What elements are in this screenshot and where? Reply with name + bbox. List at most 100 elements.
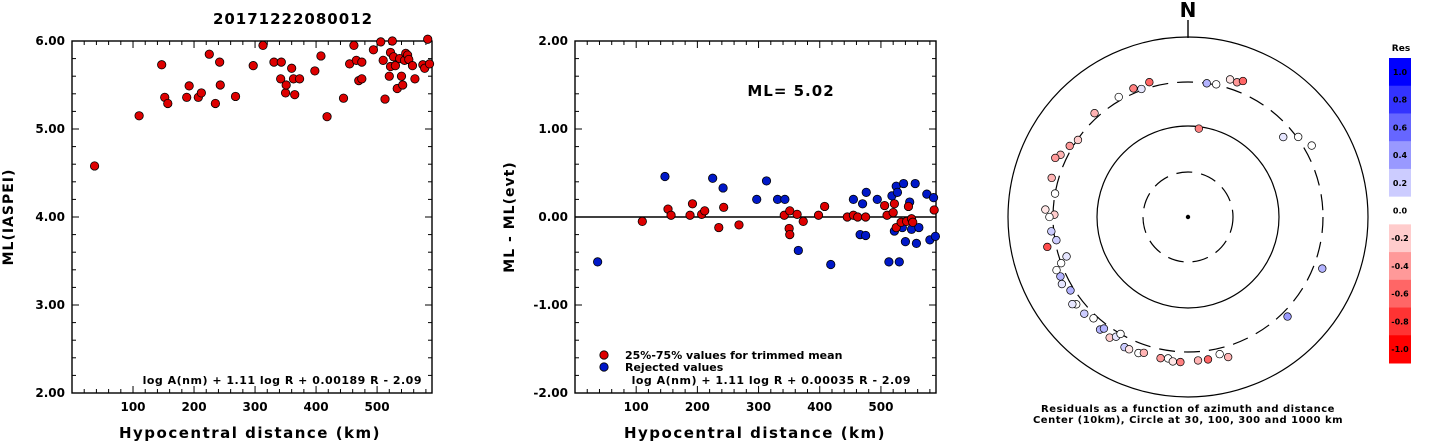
ml-point bbox=[357, 74, 367, 84]
colorbar-cell bbox=[1389, 252, 1411, 281]
panel1-axis-ticks: 100 200 300 400 500 2.00 3.00 4.00 5.00 6.00 bbox=[35, 34, 432, 414]
colorbar-cell bbox=[1389, 85, 1411, 114]
colorbar-cell bbox=[1389, 196, 1411, 225]
panel2-ytick-label: -2.00 bbox=[533, 386, 568, 400]
panel1-ytick-label: 5.00 bbox=[35, 122, 65, 136]
accepted-point bbox=[792, 209, 802, 219]
panel1-ytick-label: 4.00 bbox=[35, 210, 65, 224]
polar-residual-point bbox=[1051, 153, 1060, 163]
polar-residual-point bbox=[1129, 84, 1138, 93]
legend-accepted-marker bbox=[599, 350, 609, 360]
colorbar-labels: 1.0 0.8 0.6 0.4 0.2 0.0 -0.2 -0.4 -0.6 -0.8 -1.0 bbox=[1391, 68, 1409, 354]
polar-residual-point bbox=[1294, 132, 1303, 142]
accepted-point bbox=[880, 200, 890, 211]
rejected-point bbox=[708, 173, 718, 183]
ml-point bbox=[281, 80, 291, 90]
polar-residual-point bbox=[1045, 212, 1054, 222]
polar-residual-point bbox=[1194, 124, 1204, 133]
polar-residual-point bbox=[1238, 76, 1248, 86]
polar-residual-point bbox=[1050, 189, 1060, 198]
panel2-xtick-label: 200 bbox=[685, 400, 710, 414]
ml-point bbox=[258, 40, 268, 51]
colorbar-cell bbox=[1389, 168, 1411, 198]
accepted-point bbox=[687, 199, 698, 209]
polar-caption-line2: Center (10km), Circle at 30, 100, 300 an… bbox=[1033, 415, 1343, 426]
ml-point bbox=[215, 57, 225, 67]
ml-point bbox=[338, 93, 349, 103]
ml-point bbox=[89, 161, 100, 171]
rejected-point bbox=[718, 183, 728, 193]
ring-30km bbox=[1142, 171, 1234, 263]
panel2-xtick-label: 300 bbox=[746, 400, 771, 414]
panel2-ytick-label: 1.00 bbox=[538, 122, 568, 136]
rejected-point bbox=[900, 237, 911, 247]
colorbar-tick-label: 0.4 bbox=[1393, 151, 1408, 160]
colorbar-tick-label: -0.4 bbox=[1391, 262, 1409, 271]
polar-residual-point bbox=[1215, 350, 1224, 359]
ml-point bbox=[390, 61, 400, 71]
colorbar-cell bbox=[1389, 141, 1411, 170]
accepted-point bbox=[903, 201, 914, 212]
ml-point bbox=[322, 112, 332, 122]
figure-title: 20171222080012 bbox=[213, 10, 373, 28]
accepted-point bbox=[785, 230, 795, 240]
polar-residual-point bbox=[1068, 299, 1077, 309]
ml-point bbox=[378, 55, 388, 65]
polar-residual-point bbox=[1052, 236, 1061, 245]
colorbar-cell bbox=[1389, 335, 1411, 364]
ml-point bbox=[276, 57, 286, 67]
panel1-xtick-label: 300 bbox=[243, 400, 268, 414]
accepted-point bbox=[888, 208, 898, 218]
legend-rejected-label: Rejected values bbox=[625, 361, 724, 374]
ml-point bbox=[357, 57, 367, 67]
polar-residual-point bbox=[1047, 227, 1056, 236]
ml-point bbox=[290, 90, 300, 100]
rejected-point bbox=[894, 257, 904, 267]
ml-point bbox=[276, 74, 286, 84]
ml-point bbox=[310, 66, 320, 76]
ml-vs-distance-panel: 100 200 300 400 500 2.00 3.00 4.00 5.00 6.00 ML(I… bbox=[1, 34, 435, 441]
ring-100km bbox=[1096, 125, 1280, 309]
polar-residual-point bbox=[1202, 79, 1211, 88]
panel1-y-label: ML(IASPEI) bbox=[1, 169, 17, 266]
panel1-x-label: Hypocentral distance (km) bbox=[119, 424, 381, 441]
polar-residual-point bbox=[1057, 279, 1067, 289]
colorbar-tick-label: 0.8 bbox=[1393, 96, 1408, 105]
colorbar-tick-label: -0.8 bbox=[1391, 317, 1409, 326]
panel2-y-label: ML - ML(evt) bbox=[502, 161, 518, 272]
rejected-point bbox=[752, 194, 762, 204]
ml-point bbox=[287, 63, 297, 73]
polar-residual-point bbox=[1225, 75, 1235, 84]
polar-residual-point bbox=[1056, 272, 1065, 281]
polar-residual-point bbox=[1041, 205, 1050, 214]
north-label: N bbox=[1180, 0, 1197, 22]
rejected-point bbox=[761, 176, 772, 186]
panel1-xtick-label: 100 bbox=[120, 400, 145, 414]
colorbar-cell bbox=[1389, 224, 1411, 253]
rejected-point bbox=[928, 193, 939, 203]
polar-residual-point bbox=[1139, 348, 1149, 357]
ml-point bbox=[384, 71, 394, 81]
panel2-x-label: Hypocentral distance (km) bbox=[624, 424, 886, 441]
ml-point bbox=[387, 36, 397, 46]
ring-300km bbox=[1052, 81, 1324, 353]
panel1-xtick-label: 500 bbox=[365, 400, 390, 414]
polar-residual-point bbox=[1318, 264, 1327, 273]
panel2-axis-ticks: 100 200 300 400 500 -2.00 -1.00 0.00 1.00 2.00 bbox=[533, 34, 936, 414]
colorbar-tick-label: 0.2 bbox=[1393, 179, 1407, 188]
panel1-ytick-label: 3.00 bbox=[35, 298, 65, 312]
ml-point bbox=[368, 45, 379, 55]
polar-residual-point bbox=[1176, 357, 1185, 367]
ring-1000km bbox=[1007, 36, 1369, 398]
ml-point bbox=[396, 71, 407, 81]
ml-point bbox=[196, 88, 206, 98]
panel2-formula: log A(nm) + 1.11 log R + 0.00035 R - 2.0… bbox=[632, 374, 911, 387]
rejected-point bbox=[857, 199, 868, 209]
accepted-point bbox=[700, 206, 710, 216]
accepted-point bbox=[861, 212, 871, 222]
ml-point bbox=[184, 81, 194, 91]
accepted-point bbox=[785, 206, 795, 216]
panel1-xtick-label: 400 bbox=[304, 400, 329, 414]
colorbar-cells bbox=[1389, 58, 1411, 364]
